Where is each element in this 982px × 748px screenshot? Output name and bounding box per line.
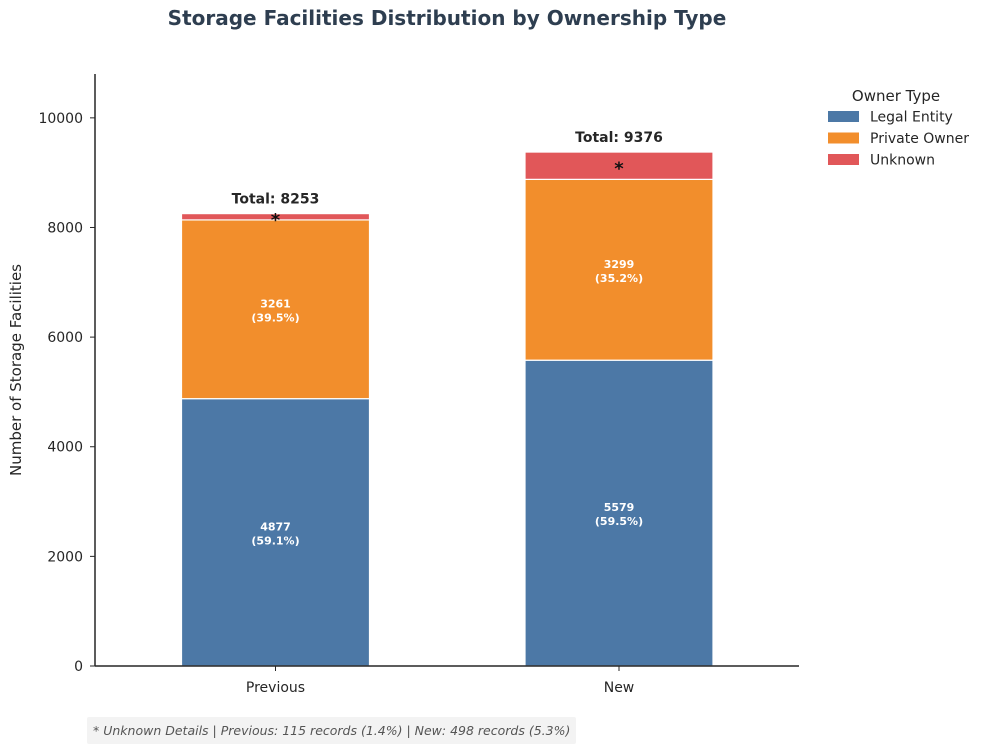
y-tick-label: 2000 — [47, 549, 83, 565]
bar-unknown — [180, 213, 371, 221]
y-axis-label: Number of Storage Facilities — [7, 264, 25, 476]
legend-title: Owner Type — [852, 87, 940, 105]
segment-percent-label: (35.2%) — [595, 272, 643, 285]
legend-swatch — [828, 132, 859, 144]
segment-percent-label: (59.5%) — [595, 515, 643, 528]
legend-entry-label: Legal Entity — [870, 110, 953, 126]
bar-private-owner — [524, 178, 714, 361]
y-tick-label: 6000 — [47, 330, 83, 346]
unknown-asterisk-marker: * — [271, 210, 281, 231]
x-tick-label: New — [604, 680, 635, 696]
legend-entry-label: Private Owner — [870, 131, 969, 147]
y-tick-label: 4000 — [47, 440, 83, 456]
segment-value-label: 3299 — [604, 258, 635, 271]
bar-total-label: Total: 9376 — [575, 130, 663, 146]
footnote-text: * Unknown Details | Previous: 115 record… — [93, 723, 571, 738]
legend-swatch — [828, 154, 859, 165]
footnote-box: * Unknown Details | Previous: 115 record… — [87, 717, 577, 744]
bar-legal-entity — [180, 398, 371, 667]
segment-value-label: 5579 — [604, 501, 635, 514]
bar-total-label: Total: 8253 — [232, 192, 320, 208]
chart-title: Storage Facilities Distribution by Owner… — [168, 6, 727, 30]
bar-private-owner — [180, 219, 371, 400]
y-tick-label: 0 — [74, 659, 83, 675]
legend-swatch — [828, 111, 859, 122]
x-tick-label: Previous — [246, 680, 305, 696]
segment-percent-label: (39.5%) — [251, 311, 299, 324]
y-tick-label: 10000 — [38, 111, 83, 127]
bar-unknown — [524, 151, 714, 180]
legend-entry-label: Unknown — [870, 153, 935, 169]
segment-percent-label: (59.1%) — [251, 534, 299, 547]
segment-value-label: 4877 — [260, 520, 291, 533]
bar-legal-entity — [524, 359, 714, 667]
y-tick-label: 8000 — [47, 220, 83, 236]
segment-value-label: 3261 — [260, 297, 291, 310]
unknown-asterisk-marker: * — [614, 159, 624, 180]
